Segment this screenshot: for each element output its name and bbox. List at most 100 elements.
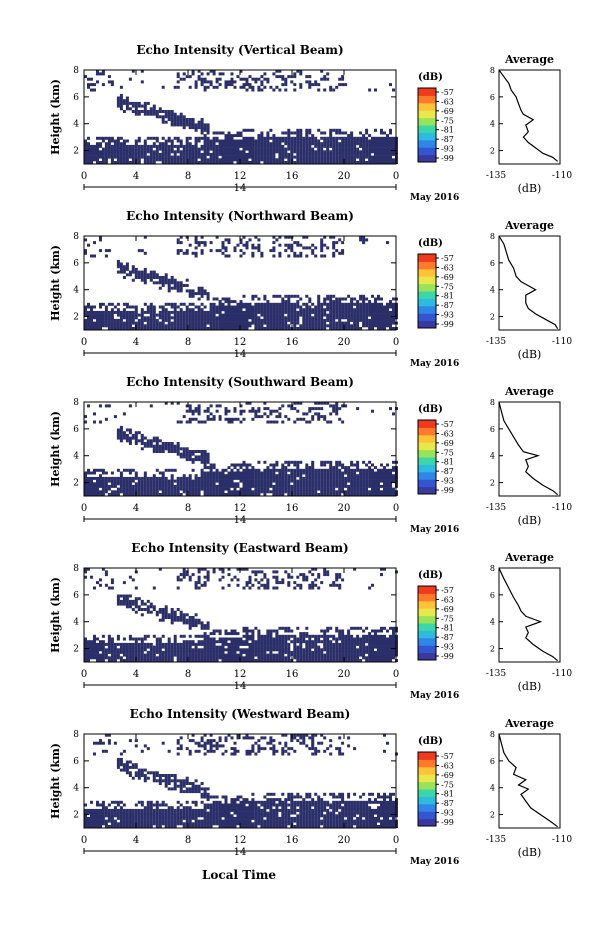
heatmap-cell <box>161 616 165 619</box>
heatmap-cell <box>341 305 345 309</box>
heatmap-cell <box>155 139 159 143</box>
heatmap-cell <box>254 321 258 325</box>
heatmap-cell <box>302 484 306 488</box>
heatmap-cell <box>188 493 192 496</box>
heatmap-cell <box>365 147 369 151</box>
heatmap-cell <box>218 493 222 496</box>
heatmap-cell <box>212 484 216 488</box>
heatmap-cell <box>99 150 102 154</box>
heatmap-cell <box>116 493 120 496</box>
heatmap-cell <box>368 161 372 164</box>
heatmap-cell <box>245 152 249 156</box>
heatmap-cell <box>374 305 377 309</box>
heatmap-cell <box>194 246 198 250</box>
heatmap-cell <box>302 155 306 159</box>
heatmap-cell <box>236 468 240 472</box>
heatmap-cell <box>332 482 336 486</box>
heatmap-cell <box>149 136 153 140</box>
heatmap-cell <box>119 316 123 320</box>
heatmap-cell <box>140 321 144 325</box>
heatmap-cell <box>209 493 213 496</box>
heatmap-cell <box>107 324 111 328</box>
heatmap-cell <box>164 276 168 279</box>
heatmap-cell <box>200 634 204 638</box>
heatmap-cell <box>170 327 174 330</box>
heatmap-cell <box>179 112 183 116</box>
heatmap-cell <box>128 152 132 156</box>
heatmap-cell <box>164 490 168 494</box>
heatmap-cell <box>149 155 153 159</box>
heatmap-cell <box>99 152 102 156</box>
heatmap-cell <box>251 155 255 159</box>
heatmap-cell <box>377 161 380 164</box>
heatmap-cell <box>287 142 291 146</box>
heatmap-cell <box>206 297 210 301</box>
heatmap-cell <box>260 484 264 488</box>
heatmap-cell <box>99 583 102 587</box>
heatmap-cell <box>179 286 183 290</box>
heatmap-cell <box>104 155 108 159</box>
heatmap-cell <box>275 484 279 488</box>
heatmap-cell <box>206 645 210 649</box>
heatmap-cell <box>116 99 120 103</box>
heatmap-cell <box>104 471 108 475</box>
heatmap-cell <box>203 128 207 132</box>
heatmap-cell <box>125 316 129 320</box>
heatmap-cell <box>173 640 177 644</box>
heatmap-cell <box>107 139 111 143</box>
heatmap-cell <box>87 152 90 156</box>
heatmap-cell <box>341 144 345 148</box>
heatmap-cell <box>338 305 342 309</box>
heatmap-cell <box>191 648 195 652</box>
heatmap-cell <box>347 493 351 496</box>
heatmap-cell <box>308 308 312 312</box>
heatmap-cell <box>260 83 264 87</box>
heatmap-cell <box>209 404 213 408</box>
heatmap-cell <box>347 476 351 480</box>
heatmap-cell <box>146 656 150 660</box>
heatmap-cell <box>200 484 204 488</box>
heatmap-cell <box>323 158 327 162</box>
heatmap-cell <box>347 139 351 143</box>
heatmap-cell <box>308 484 312 488</box>
heatmap-cell <box>143 653 147 657</box>
heatmap-cell <box>263 479 267 483</box>
heatmap-cell <box>278 468 282 472</box>
heatmap-cell <box>377 310 380 314</box>
heatmap-cell <box>284 474 288 478</box>
heatmap-cell <box>371 482 374 486</box>
heatmap-cell <box>269 490 273 494</box>
heatmap-cell <box>197 621 201 625</box>
heatmap-cell <box>353 476 357 480</box>
heatmap-cell <box>284 150 288 154</box>
heatmap-cell <box>302 318 306 322</box>
avg-y-tick-label: 2 <box>490 313 495 322</box>
heatmap-cell <box>221 640 225 644</box>
heatmap-cell <box>119 471 123 475</box>
heatmap-cell <box>242 243 246 247</box>
heatmap-cell <box>140 80 144 84</box>
heatmap-cell <box>299 128 303 132</box>
heatmap-cell <box>296 241 300 245</box>
heatmap-cell <box>200 123 204 127</box>
heatmap-cell <box>116 490 120 494</box>
heatmap-cell <box>323 417 327 421</box>
heatmap-cell <box>218 640 222 644</box>
heatmap-cell <box>200 640 204 644</box>
heatmap-cell <box>359 294 363 298</box>
heatmap-cell <box>206 634 210 638</box>
heatmap-cell <box>299 150 303 154</box>
heatmap-cell <box>383 479 386 483</box>
heatmap-cell <box>317 479 321 483</box>
heatmap-cell <box>87 313 90 317</box>
heatmap-cell <box>176 327 180 330</box>
heatmap-cell <box>149 147 153 151</box>
heatmap-cell <box>215 316 219 320</box>
heatmap-cell <box>221 313 225 317</box>
heatmap-cell <box>158 321 162 325</box>
heatmap-cell <box>84 487 87 491</box>
heatmap-cell <box>206 474 210 478</box>
heatmap-cell <box>305 653 309 657</box>
heatmap-cell <box>119 642 123 646</box>
heatmap-cell <box>269 305 273 309</box>
